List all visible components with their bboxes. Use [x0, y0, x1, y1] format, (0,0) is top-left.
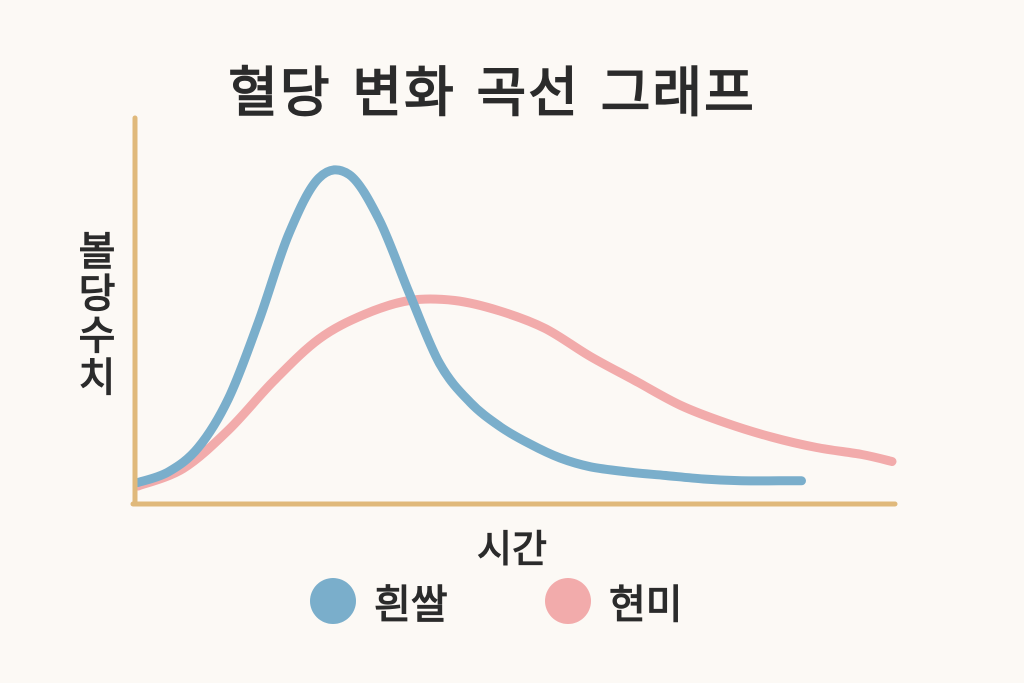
legend-item-series-1: 현미 — [545, 572, 683, 630]
chart-title: 혈당 변화 곡선 그래프 — [228, 61, 756, 124]
series-line-1 — [133, 294, 897, 491]
legend-label-series-0: 흰쌀 — [374, 582, 448, 628]
y-axis-label: 볼당수치 — [70, 230, 116, 398]
series-line-0 — [133, 165, 806, 487]
legend-label-series-1: 현미 — [609, 582, 683, 628]
legend: 흰쌀 현미 — [0, 572, 1024, 632]
legend-item-series-0: 흰쌀 — [310, 572, 448, 630]
x-axis-label: 시간 — [477, 527, 547, 571]
legend-swatch-series-1 — [545, 578, 591, 624]
legend-swatch-series-0 — [310, 578, 356, 624]
